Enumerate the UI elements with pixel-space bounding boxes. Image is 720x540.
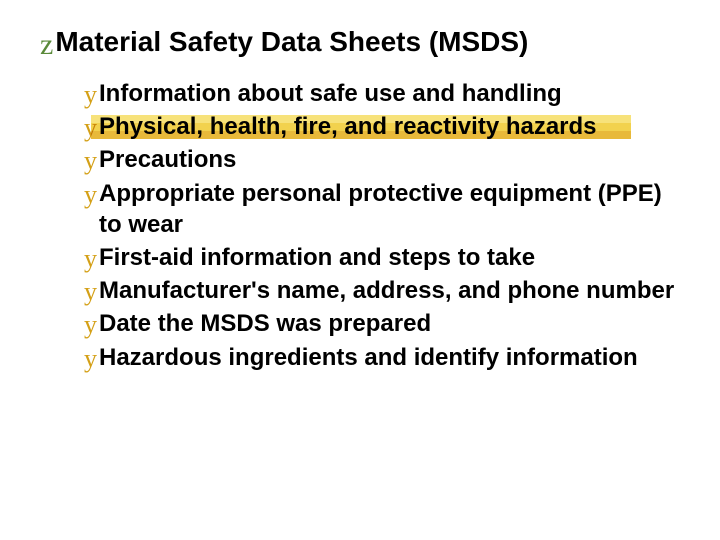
list-item: yDate the MSDS was prepared xyxy=(84,308,680,339)
list-item: yPrecautions xyxy=(84,144,680,175)
item-text: First-aid information and steps to take xyxy=(99,244,535,271)
item-text: Physical, health, fire, and reactivity h… xyxy=(99,113,597,140)
list-item: yInformation about safe use and handling xyxy=(84,78,680,109)
item-text-wrap: Information about safe use and handling xyxy=(99,78,562,109)
item-list: yInformation about safe use and handling… xyxy=(40,78,680,373)
slide: z Material Safety Data Sheets (MSDS) yIn… xyxy=(0,0,720,540)
item-text-wrap: Physical, health, fire, and reactivity h… xyxy=(99,111,597,142)
item-text: Hazardous ingredients and identify infor… xyxy=(99,344,638,371)
item-text-wrap: Manufacturer's name, address, and phone … xyxy=(99,275,674,306)
y-bullet-icon: y xyxy=(84,182,97,208)
y-bullet-icon: y xyxy=(84,246,97,272)
list-item: yManufacturer's name, address, and phone… xyxy=(84,275,680,306)
list-item: yAppropriate personal protective equipme… xyxy=(84,178,680,240)
list-item: yHazardous ingredients and identify info… xyxy=(84,342,680,373)
y-bullet-icon: y xyxy=(84,346,97,372)
item-text-wrap: Appropriate personal protective equipmen… xyxy=(99,178,680,240)
item-text: Manufacturer's name, address, and phone … xyxy=(99,277,674,304)
z-bullet-icon: z xyxy=(40,30,53,60)
item-text-wrap: Hazardous ingredients and identify infor… xyxy=(99,342,638,373)
item-text-wrap: First-aid information and steps to take xyxy=(99,242,535,273)
y-bullet-icon: y xyxy=(84,82,97,108)
item-text: Information about safe use and handling xyxy=(99,80,562,107)
title-row: z Material Safety Data Sheets (MSDS) xyxy=(40,26,680,60)
y-bullet-icon: y xyxy=(84,115,97,141)
item-text-wrap: Precautions xyxy=(99,144,236,175)
slide-title: Material Safety Data Sheets (MSDS) xyxy=(55,26,528,58)
item-text-wrap: Date the MSDS was prepared xyxy=(99,308,431,339)
item-text: Precautions xyxy=(99,146,236,173)
y-bullet-icon: y xyxy=(84,279,97,305)
list-item: yFirst-aid information and steps to take xyxy=(84,242,680,273)
item-text: Date the MSDS was prepared xyxy=(99,310,431,337)
y-bullet-icon: y xyxy=(84,148,97,174)
y-bullet-icon: y xyxy=(84,312,97,338)
item-text: Appropriate personal protective equipmen… xyxy=(99,180,662,238)
list-item: yPhysical, health, fire, and reactivity … xyxy=(84,111,680,142)
